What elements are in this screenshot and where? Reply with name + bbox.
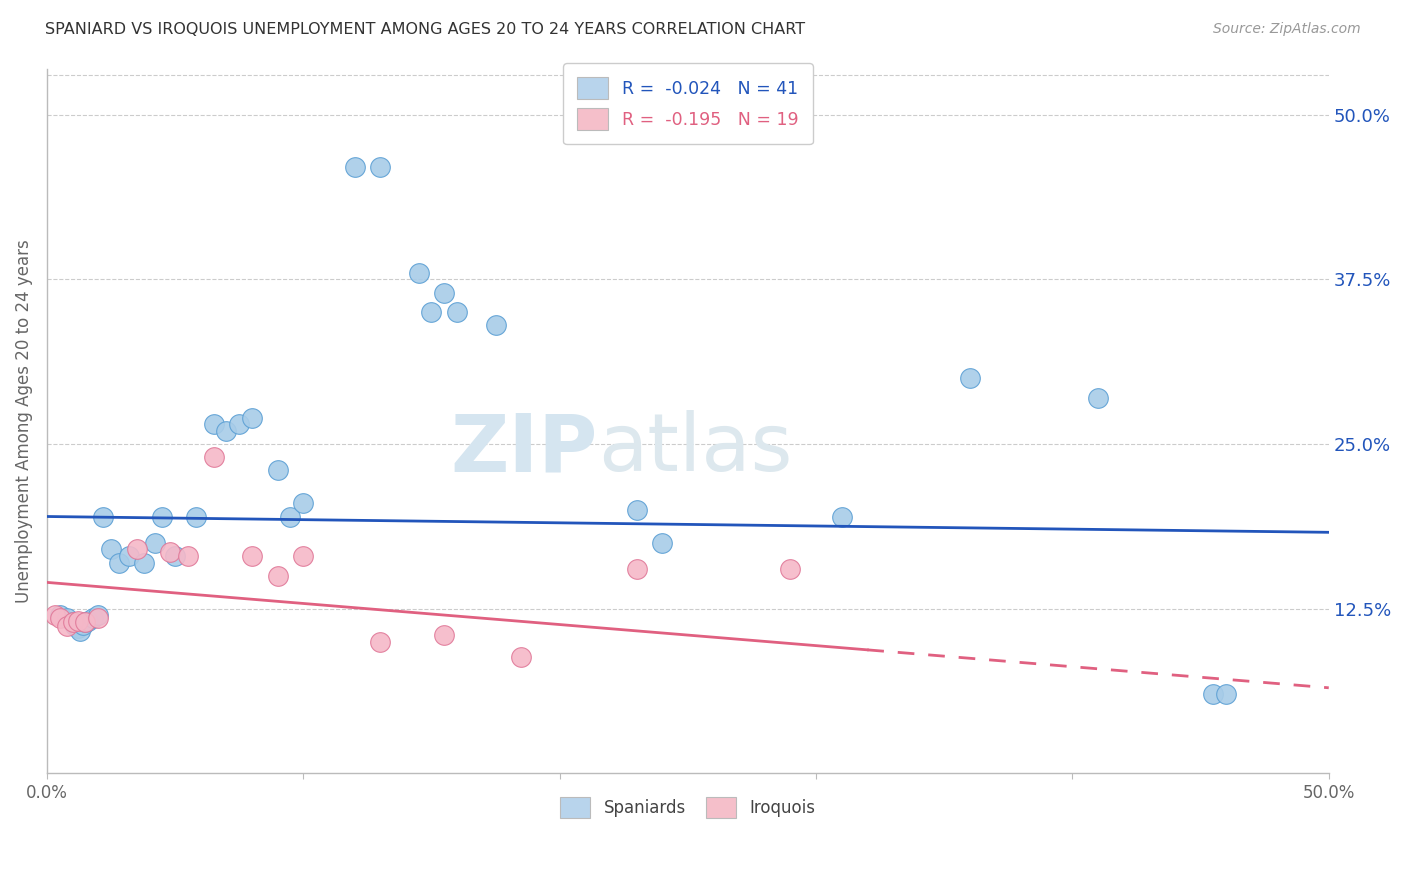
Point xyxy=(202,417,225,432)
Point xyxy=(87,611,110,625)
Point xyxy=(56,611,79,625)
Point xyxy=(44,608,66,623)
Point xyxy=(77,614,100,628)
Point xyxy=(56,619,79,633)
Text: SPANIARD VS IROQUOIS UNEMPLOYMENT AMONG AGES 20 TO 24 YEARS CORRELATION CHART: SPANIARD VS IROQUOIS UNEMPLOYMENT AMONG … xyxy=(45,22,806,37)
Point xyxy=(215,424,238,438)
Point xyxy=(82,611,104,625)
Point xyxy=(66,614,89,628)
Point xyxy=(1215,687,1237,701)
Point xyxy=(280,509,302,524)
Point xyxy=(626,503,648,517)
Point xyxy=(100,542,122,557)
Legend: Spaniards, Iroquois: Spaniards, Iroquois xyxy=(554,790,823,825)
Point xyxy=(63,619,86,633)
Point xyxy=(484,318,506,333)
Point xyxy=(48,611,70,625)
Point xyxy=(62,615,84,629)
Point xyxy=(159,545,181,559)
Point xyxy=(87,608,110,623)
Point xyxy=(69,624,91,639)
Point xyxy=(228,417,250,432)
Text: atlas: atlas xyxy=(598,410,793,488)
Point xyxy=(368,161,391,175)
Point xyxy=(184,509,207,524)
Point xyxy=(1202,687,1225,701)
Point xyxy=(433,285,456,300)
Point xyxy=(292,549,315,563)
Point xyxy=(62,615,84,629)
Point xyxy=(118,549,141,563)
Point xyxy=(779,562,801,576)
Point xyxy=(75,615,97,629)
Point xyxy=(420,305,443,319)
Point xyxy=(240,410,263,425)
Point xyxy=(266,569,288,583)
Point xyxy=(177,549,200,563)
Point xyxy=(75,615,97,629)
Point xyxy=(107,556,129,570)
Point xyxy=(165,549,187,563)
Point xyxy=(150,509,173,524)
Point xyxy=(626,562,648,576)
Point xyxy=(510,650,533,665)
Point xyxy=(48,608,70,623)
Y-axis label: Unemployment Among Ages 20 to 24 years: Unemployment Among Ages 20 to 24 years xyxy=(15,239,32,603)
Point xyxy=(433,628,456,642)
Text: ZIP: ZIP xyxy=(451,410,598,488)
Point xyxy=(72,617,94,632)
Point xyxy=(959,371,981,385)
Point xyxy=(125,542,148,557)
Point xyxy=(831,509,853,524)
Point xyxy=(446,305,468,319)
Point xyxy=(143,536,166,550)
Point xyxy=(1087,391,1109,405)
Point xyxy=(266,463,288,477)
Point xyxy=(343,161,366,175)
Point xyxy=(408,266,430,280)
Point xyxy=(240,549,263,563)
Text: Source: ZipAtlas.com: Source: ZipAtlas.com xyxy=(1213,22,1361,37)
Point xyxy=(134,556,156,570)
Point xyxy=(91,509,114,524)
Point xyxy=(651,536,673,550)
Point xyxy=(292,496,315,510)
Point xyxy=(368,634,391,648)
Point xyxy=(66,622,89,636)
Point xyxy=(202,450,225,465)
